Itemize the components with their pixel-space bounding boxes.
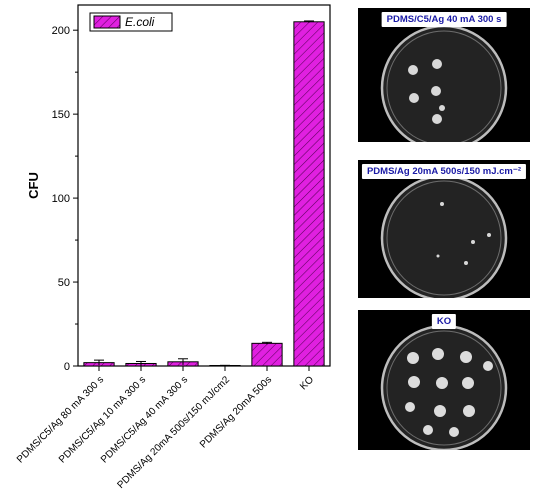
bar-chart: 0 50 100 150 200 CFU PDMS/C5/Ag 80 mA 300 s PDM… — [15, 4, 331, 491]
x-tick-label: PDMS/Ag 20mA 500s — [198, 374, 274, 450]
petri-dish-2 — [380, 174, 508, 298]
x-tick-label: KO — [298, 374, 316, 392]
petri-dish-3 — [380, 324, 508, 450]
photo-label-2: PDMS/Ag 20mA 500s/150 mJ.cm⁻² — [361, 164, 527, 179]
legend-label: E.coli — [125, 15, 155, 29]
petri-dish-photo-1: PDMS/C5/Ag 40 mA 300 s — [358, 8, 530, 142]
petri-dish-1 — [380, 24, 508, 142]
plot-frame — [77, 4, 331, 367]
y-axis-label: CFU — [26, 172, 41, 199]
photo-label-3: KO — [431, 314, 457, 329]
x-tick-label: PDMS/C5/Ag 40 mA 300 s — [99, 374, 190, 465]
bar-6 — [293, 21, 325, 367]
colony-clusters — [405, 348, 493, 437]
petri-dish-photo-3: KO — [358, 310, 530, 450]
x-tick-label: PDMS/C5/Ag 80 mA 300 s — [15, 374, 106, 465]
x-tick-label: PDMS/C5/Ag 10 mA 300 s — [57, 374, 148, 465]
petri-dish-photo-2: PDMS/Ag 20mA 500s/150 mJ.cm⁻² — [358, 160, 530, 298]
photo-label-1: PDMS/C5/Ag 40 mA 300 s — [381, 12, 507, 27]
bar-5 — [251, 342, 283, 367]
y-tick-label: 150 — [52, 109, 70, 121]
y-tick-label: 200 — [52, 25, 70, 37]
colony-spots — [436, 202, 491, 265]
colony-clusters — [408, 59, 445, 124]
y-tick-label: 100 — [52, 193, 70, 205]
y-tick-label: 50 — [58, 277, 70, 289]
y-tick-label: 0 — [64, 361, 70, 373]
legend-swatch — [93, 15, 121, 29]
